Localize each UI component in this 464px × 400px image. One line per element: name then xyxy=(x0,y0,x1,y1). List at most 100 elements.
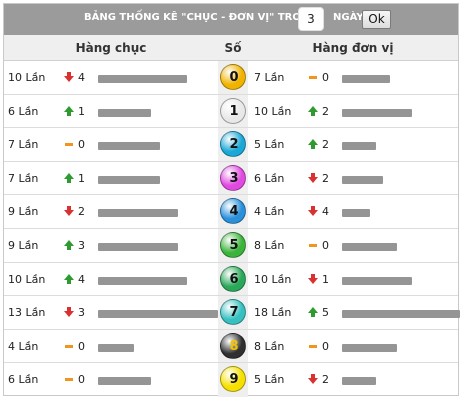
units-frequency-bar xyxy=(342,310,460,319)
units-frequency-bar xyxy=(342,175,383,184)
units-count: 8 Lần xyxy=(254,339,285,353)
column-header-row: Hàng chục Số Hàng đơn vị xyxy=(4,35,458,61)
units-frequency-bar xyxy=(342,75,390,83)
tens-frequency-bar xyxy=(98,310,218,319)
units-count: 8 Lần xyxy=(254,238,285,252)
ok-button[interactable]: Ok xyxy=(362,10,391,29)
units-frequency-bar xyxy=(342,209,370,218)
tens-count: 10 Lần xyxy=(8,71,46,84)
units-trend-value: 2 xyxy=(322,104,329,118)
digit-label: 9 xyxy=(229,372,239,388)
digit-label: 4 xyxy=(229,204,239,220)
tens-trend-value: 3 xyxy=(78,306,85,320)
trend-same-icon xyxy=(308,72,318,83)
units-trend-value: 4 xyxy=(322,205,329,219)
table-row: 6 Lần 0 9 5 Lần 2 xyxy=(4,363,458,397)
units-frequency-bar xyxy=(342,142,376,151)
units-trend-value: 0 xyxy=(322,71,329,84)
tens-count: 4 Lần xyxy=(8,339,39,353)
stats-table: BẢNG THỐNG KÊ "CHỤC - ĐƠN VỊ" TRONG NGÀY… xyxy=(3,3,460,397)
digit-ball-icon: 0 xyxy=(220,64,246,90)
tens-trend-value: 0 xyxy=(78,373,85,387)
digit-ball-icon: 2 xyxy=(220,131,246,158)
trend-up-icon xyxy=(308,139,318,150)
units-trend-value: 2 xyxy=(322,138,329,152)
trend-down-icon xyxy=(64,206,74,217)
units-column-header: Hàng đơn vị xyxy=(312,41,394,55)
tens-trend-value: 0 xyxy=(78,339,85,353)
tens-frequency-bar xyxy=(98,242,178,251)
units-count: 5 Lần xyxy=(254,373,285,387)
tens-frequency-bar xyxy=(98,175,160,184)
tens-count: 7 Lần xyxy=(8,171,39,185)
trend-up-icon xyxy=(308,307,318,318)
table-row: 6 Lần 1 1 10 Lần 2 xyxy=(4,94,458,129)
table-row: 9 Lần 3 5 8 Lần 0 xyxy=(4,228,458,263)
digit-label: 2 xyxy=(229,137,239,153)
digit-label: 3 xyxy=(229,170,239,186)
tens-count: 10 Lần xyxy=(8,272,46,286)
digit-ball-icon: 8 xyxy=(220,332,246,359)
tens-trend-value: 1 xyxy=(78,171,85,185)
digit-label: 7 xyxy=(229,305,239,321)
number-cell: 5 xyxy=(218,228,248,262)
number-cell: 3 xyxy=(218,161,248,195)
digit-label: 5 xyxy=(229,237,239,253)
units-frequency-bar xyxy=(342,276,412,285)
units-trend-value: 1 xyxy=(322,272,329,286)
units-count: 10 Lần xyxy=(254,104,292,118)
digit-ball-icon: 6 xyxy=(220,265,246,292)
units-count: 7 Lần xyxy=(254,71,285,84)
table-row: 10 Lần 4 0 7 Lần 0 xyxy=(4,61,458,95)
trend-down-icon xyxy=(64,72,74,83)
days-input[interactable] xyxy=(298,7,324,31)
trend-same-icon xyxy=(64,341,74,352)
digit-ball-icon: 1 xyxy=(220,97,246,124)
tens-frequency-bar xyxy=(98,209,178,218)
tens-trend-value: 1 xyxy=(78,104,85,118)
units-count: 4 Lần xyxy=(254,205,285,219)
number-column-header: Số xyxy=(224,41,242,55)
digit-ball-icon: 5 xyxy=(220,231,246,258)
trend-same-icon xyxy=(308,341,318,352)
number-cell: 4 xyxy=(218,195,248,228)
table-row: 10 Lần 4 6 10 Lần 1 xyxy=(4,262,458,297)
tens-trend-value: 0 xyxy=(78,138,85,152)
number-cell: 8 xyxy=(218,329,248,363)
table-body: 10 Lần 4 0 7 Lần 0 6 Lần 1 1 10 Lần 2 7 Lần 0 2 5 Lần… xyxy=(4,61,460,397)
units-count: 18 Lần xyxy=(254,306,292,320)
digit-label: 8 xyxy=(229,338,239,354)
number-cell: 1 xyxy=(218,94,248,128)
tens-frequency-bar xyxy=(98,377,151,386)
number-cell: 7 xyxy=(218,296,248,329)
tens-frequency-bar xyxy=(98,75,187,83)
trend-down-icon xyxy=(64,307,74,318)
tens-count: 9 Lần xyxy=(8,205,39,219)
tens-frequency-bar xyxy=(98,343,134,352)
trend-down-icon xyxy=(308,206,318,217)
table-row: 7 Lần 0 2 5 Lần 2 xyxy=(4,128,458,162)
units-trend-value: 5 xyxy=(322,306,329,320)
table-row: 13 Lần 3 7 18 Lần 5 xyxy=(4,296,460,330)
number-cell: 2 xyxy=(218,128,248,161)
tens-count: 9 Lần xyxy=(8,238,39,252)
tens-frequency-bar xyxy=(98,142,160,151)
trend-down-icon xyxy=(308,172,318,184)
units-frequency-bar xyxy=(342,377,376,386)
trend-up-icon xyxy=(308,105,318,117)
table-row: 9 Lần 2 4 4 Lần 4 xyxy=(4,195,458,229)
digit-ball-icon: 3 xyxy=(220,164,246,191)
trend-down-icon xyxy=(308,374,318,385)
number-cell: 9 xyxy=(218,363,248,397)
number-cell: 0 xyxy=(218,61,248,94)
digit-ball-icon: 7 xyxy=(220,299,246,326)
units-count: 10 Lần xyxy=(254,272,292,286)
tens-count: 13 Lần xyxy=(8,306,46,320)
digit-ball-icon: 4 xyxy=(220,198,246,225)
units-trend-value: 2 xyxy=(322,373,329,387)
digit-ball-icon: 9 xyxy=(220,366,246,393)
trend-up-icon xyxy=(64,105,74,117)
units-frequency-bar xyxy=(342,242,397,251)
tens-trend-value: 3 xyxy=(78,238,85,252)
days-label: NGÀY xyxy=(333,12,364,23)
